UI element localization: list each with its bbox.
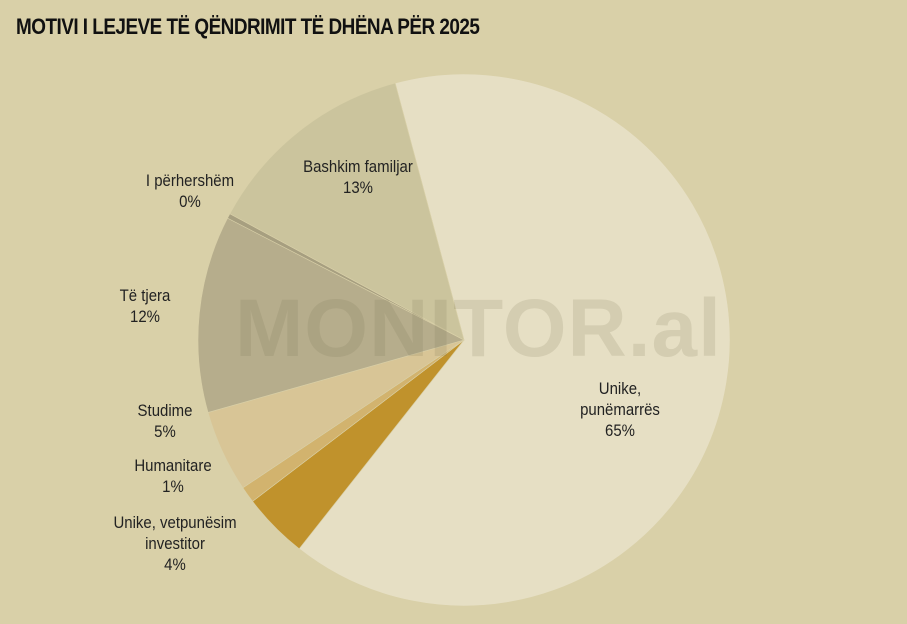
slice-label: Studime 5%: [138, 400, 193, 442]
slice-label-text: I përhershëm: [145, 171, 235, 190]
slice-value: 4%: [164, 555, 186, 574]
pie-slice-unike-punëmarrës: [298, 73, 731, 607]
slice-label-text: Të tjera: [119, 286, 171, 305]
slice-label-text: Studime: [137, 401, 193, 420]
slice-label-text: Unike,: [598, 379, 642, 398]
slice-value: 5%: [154, 422, 176, 441]
pie-slice-të-tjera: [197, 217, 465, 413]
slice-value: 13%: [343, 178, 373, 197]
pie-slice-bashkim-familjar: [229, 82, 465, 341]
slice-value: 0%: [179, 192, 201, 211]
slice-value: 1%: [162, 477, 184, 496]
slice-value: 65%: [605, 421, 635, 440]
slice-label-text: Bashkim familjar: [303, 157, 413, 176]
slice-value: 12%: [130, 307, 160, 326]
slice-label: Unike, vetpunësim investitor 4%: [113, 512, 236, 575]
slice-label-text: Humanitare: [134, 456, 212, 475]
chart-title: MOTIVI I LEJEVE TË QËNDRIMIT TË DHËNA PË…: [16, 14, 480, 39]
slice-label: Humanitare 1%: [134, 455, 211, 497]
slice-label: Unike, punëmarrës 65%: [580, 378, 660, 441]
slice-label: I përhershëm 0%: [146, 170, 234, 212]
slice-label-text: punëmarrës: [580, 400, 660, 419]
slice-label: Të tjera 12%: [120, 285, 171, 327]
slice-label: Bashkim familjar 13%: [303, 156, 413, 198]
watermark: MONITOR.al: [235, 283, 722, 374]
slice-label-text: Unike, vetpunësim: [113, 513, 237, 532]
slice-label-text: investitor: [145, 534, 205, 553]
